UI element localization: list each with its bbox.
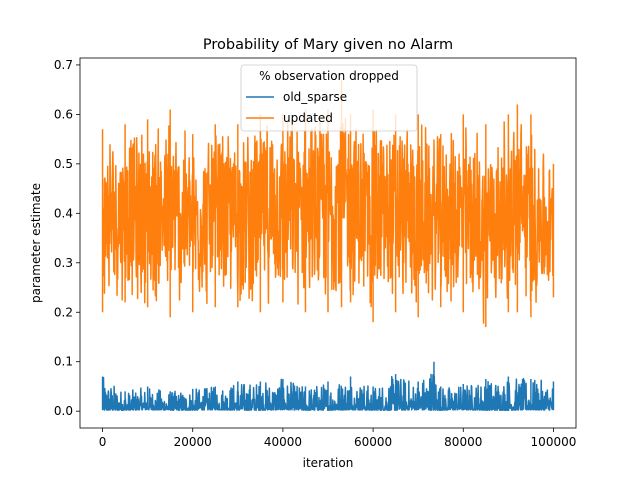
y-tick-label: 0.5 (54, 157, 73, 171)
y-tick-label: 0.7 (54, 58, 73, 72)
y-tick-label: 0.0 (54, 404, 73, 418)
y-tick-label: 0.4 (54, 206, 73, 220)
series-layer (101, 79, 555, 411)
series-line-old-sparse (101, 361, 555, 411)
x-tick-label: 80000 (444, 435, 482, 449)
legend-box (240, 64, 418, 132)
legend-label-old-sparse: old_sparse (283, 90, 347, 104)
plot-frame (79, 57, 577, 429)
y-axis: 0.0 0.1 0.2 0.3 0.4 0.5 0.6 0.7 (54, 58, 80, 418)
y-tick-label: 0.2 (54, 305, 73, 319)
x-tick-label: 0 (99, 435, 107, 449)
legend-title: % observation dropped (259, 69, 399, 83)
x-tick-label: 60000 (354, 435, 392, 449)
chart-title: Probability of Mary given no Alarm (203, 37, 453, 53)
x-tick-label: 20000 (174, 435, 212, 449)
x-axis-label: iteration (303, 456, 354, 470)
y-tick-label: 0.1 (54, 355, 73, 369)
legend-label-updated: updated (283, 111, 333, 125)
y-tick-label: 0.6 (54, 107, 73, 121)
x-tick-label: 100000 (531, 435, 577, 449)
x-tick-label: 40000 (264, 435, 302, 449)
series-line-updated (101, 79, 555, 328)
legend: % observation dropped old_sparse updated (240, 64, 418, 132)
y-tick-label: 0.3 (54, 256, 73, 270)
y-axis-label: parameter estimate (29, 183, 43, 303)
x-axis: 0 20000 40000 60000 80000 100000 (99, 428, 577, 449)
